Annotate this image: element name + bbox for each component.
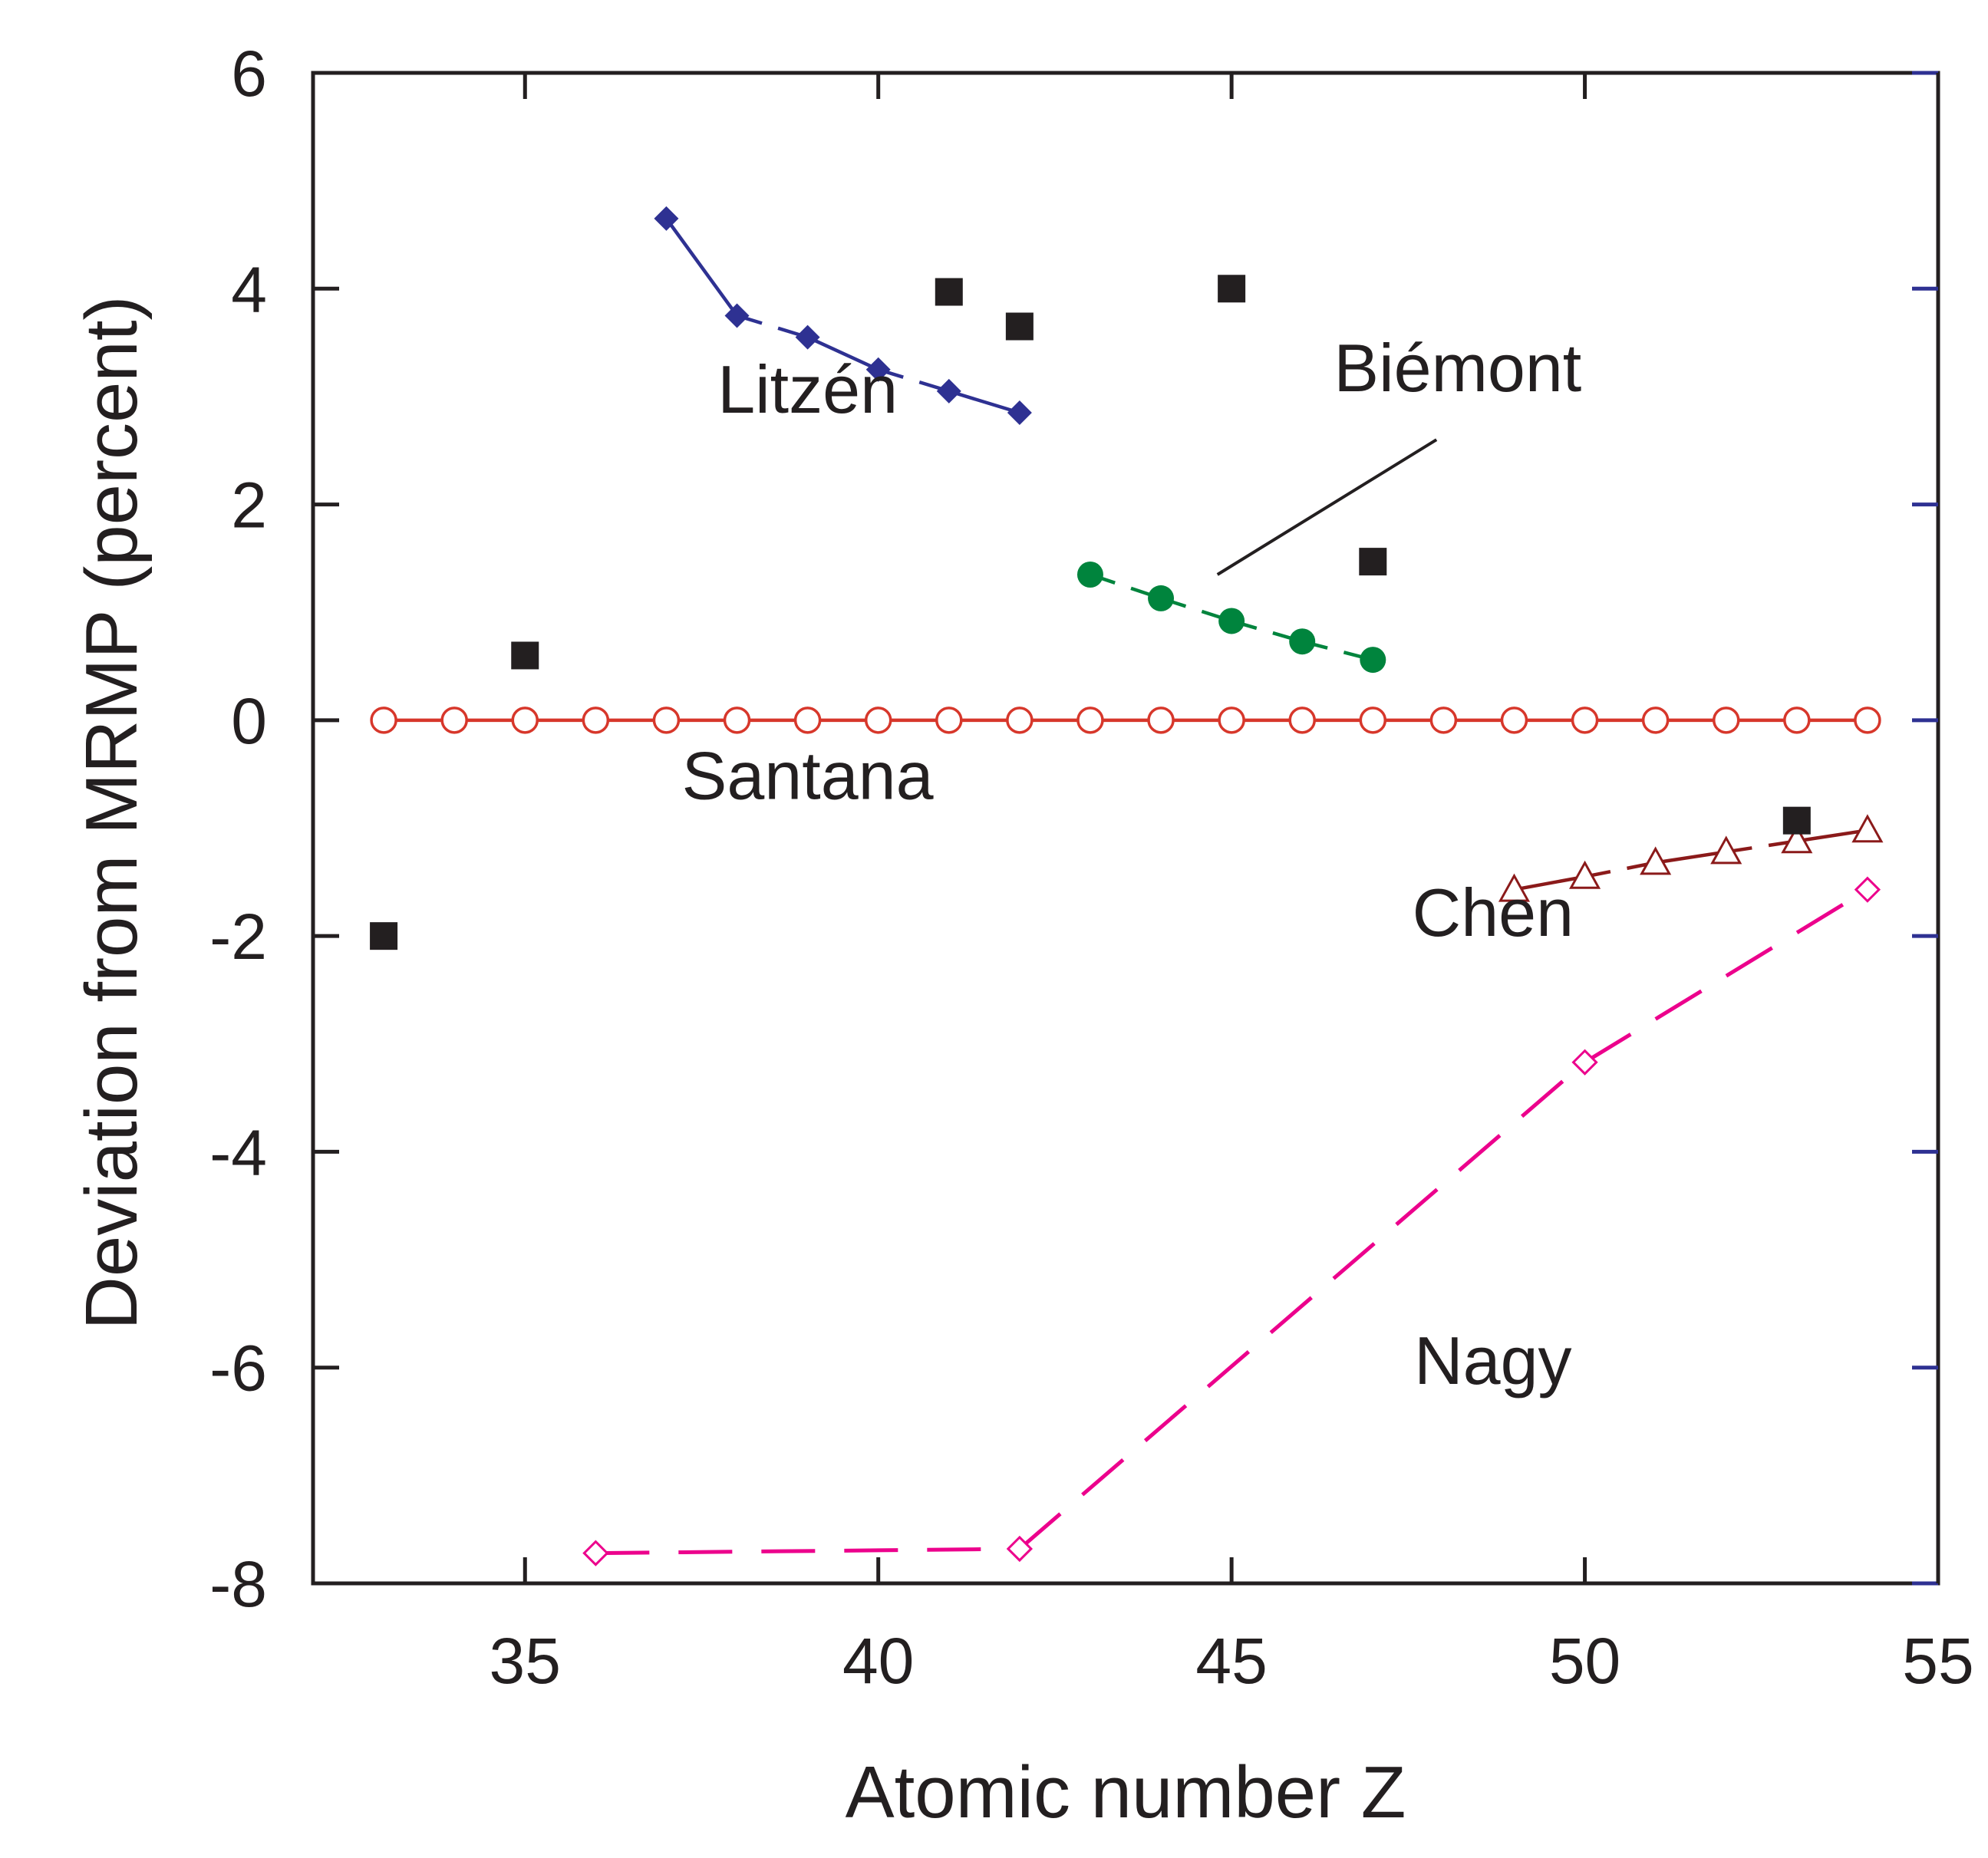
data-point (1710, 835, 1742, 865)
y-tick-label: 6 (231, 38, 267, 110)
data-point (1218, 275, 1246, 303)
data-point (793, 707, 822, 734)
data-point (582, 1540, 609, 1566)
plot-frame (311, 71, 1940, 1586)
series-segment (1514, 875, 1585, 891)
data-point (1005, 312, 1034, 341)
series-segment (1726, 839, 1798, 854)
data-point (1851, 814, 1884, 843)
series-label-bimont: Biémont (1334, 330, 1581, 406)
data-point (582, 707, 610, 734)
series-chen-points (1498, 814, 1884, 902)
data-point (1076, 707, 1104, 734)
data-point (1641, 707, 1670, 734)
series-label-chen: Chen (1413, 875, 1574, 950)
series-santana-points (370, 707, 1881, 734)
series-litzn-line (664, 217, 1020, 415)
x-tick-label: 55 (1902, 1625, 1973, 1697)
series-segment (1018, 1060, 1587, 1550)
data-point (1500, 707, 1528, 734)
data-point (935, 707, 963, 734)
data-point (1218, 707, 1245, 734)
series-segment (736, 314, 809, 339)
series-label-santana: Santana (682, 738, 934, 814)
x-tick-label: 45 (1195, 1625, 1267, 1697)
data-point (1288, 707, 1316, 734)
data-point (1781, 825, 1813, 854)
series-nagy-points (582, 876, 1881, 1566)
data-point (936, 378, 961, 404)
x-tick-label: 35 (490, 1625, 561, 1697)
series-segment (1584, 888, 1869, 1064)
data-point (511, 641, 539, 670)
series-label-nagy: Nagy (1414, 1323, 1571, 1398)
x-tick-label: 50 (1549, 1625, 1620, 1697)
data-point (795, 324, 820, 350)
data-point (440, 707, 468, 734)
annotation-pointer (1216, 438, 1438, 576)
series-layer (370, 206, 1884, 1566)
series-segment (1796, 829, 1868, 843)
x-axis-title: Atomic number Z (846, 1751, 1406, 1833)
data-point (1712, 707, 1740, 734)
data-point (1571, 707, 1599, 734)
data-point (724, 303, 750, 328)
data-point (1360, 647, 1386, 674)
data-point (1007, 400, 1032, 426)
data-point (1006, 1535, 1033, 1563)
series-segment (878, 367, 950, 394)
data-point (1782, 806, 1811, 835)
data-point (1289, 628, 1316, 655)
data-point (654, 206, 679, 231)
data-point (1429, 707, 1458, 734)
data-point (1854, 707, 1881, 734)
series-segment (806, 335, 879, 371)
data-point (1854, 876, 1881, 903)
series-label-litzn: Litzén (717, 351, 898, 427)
series-nagy-line (595, 888, 1869, 1556)
data-point (1148, 585, 1175, 611)
data-point (1359, 548, 1387, 576)
y-tick-label: -6 (209, 1333, 267, 1405)
series-segment (1584, 861, 1657, 878)
y-tick-label: -8 (209, 1548, 267, 1620)
data-point (935, 278, 963, 306)
series-bimont-points (1076, 561, 1386, 674)
data-point (1006, 707, 1034, 734)
data-point (1076, 561, 1103, 588)
x-tick-label: 40 (842, 1625, 914, 1697)
data-point (1359, 707, 1387, 734)
series-chen-line (1514, 829, 1868, 891)
data-point (370, 922, 398, 950)
data-point (1783, 707, 1811, 734)
data-point (864, 707, 892, 734)
y-tick-label: -2 (209, 901, 267, 973)
axes: -8 -6 -4 -2 0 2 4 6 35 40 45 50 55 Atomic number Z Dev… (71, 38, 1974, 1833)
series-segment (948, 389, 1020, 415)
series-litzn-points (654, 206, 1032, 426)
y-tick-label: 2 (231, 469, 267, 542)
data-point (865, 357, 891, 382)
data-point (652, 707, 681, 734)
data-point (723, 707, 751, 734)
data-point (370, 707, 397, 734)
series-segment (1655, 850, 1727, 865)
data-point (1218, 608, 1245, 634)
labels-layer: Litzén Biémont Santana Chen Nagy (682, 330, 1582, 1398)
y-tick-label: 4 (231, 253, 267, 325)
series-segment (595, 1547, 1020, 1556)
series-squares-points (370, 275, 1811, 950)
data-point (1640, 846, 1672, 875)
y-tick-label: -4 (209, 1116, 267, 1188)
data-point (1147, 707, 1175, 734)
y-axis-title: Deviation from MRMP (percent) (71, 296, 153, 1330)
data-point (1569, 860, 1601, 889)
series-segment (664, 217, 739, 317)
data-point (511, 707, 539, 734)
data-point (1571, 1049, 1598, 1076)
data-point (1498, 873, 1531, 902)
y-tick-label: 0 (231, 685, 267, 757)
